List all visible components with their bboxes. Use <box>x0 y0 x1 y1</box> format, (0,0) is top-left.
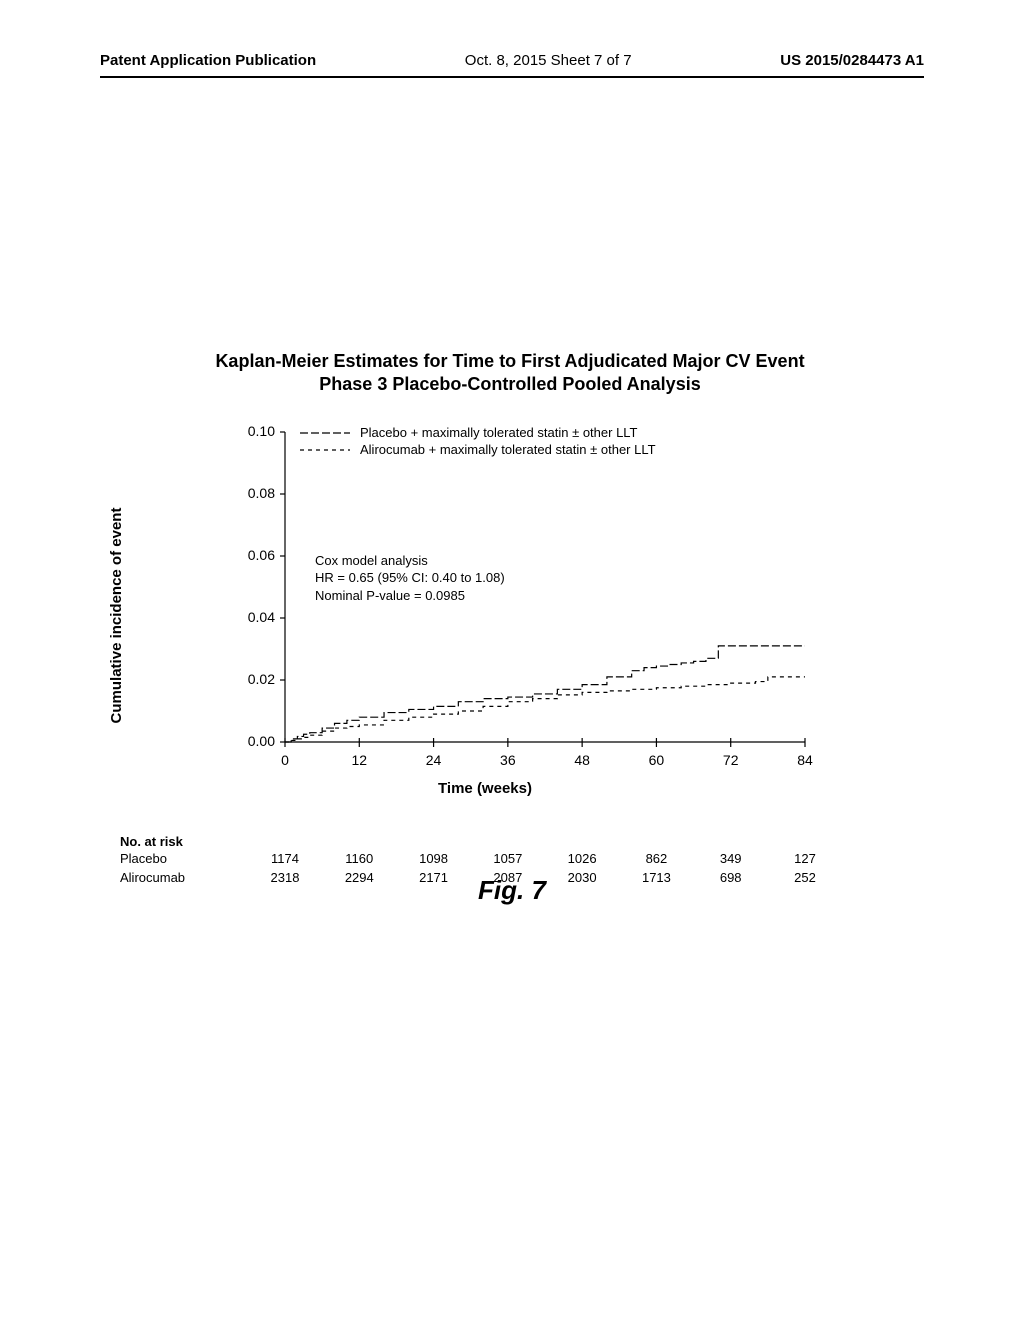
legend-line-placebo <box>300 432 350 433</box>
legend-label-alirocumab: Alirocumab + maximally tolerated statin … <box>360 442 656 457</box>
legend-line-alirocumab <box>300 449 350 450</box>
x-tick-label: 36 <box>500 752 516 768</box>
x-tick-label: 24 <box>426 752 442 768</box>
annotation-line2: HR = 0.65 (95% CI: 0.40 to 1.08) <box>315 569 505 587</box>
y-tick-label: 0.08 <box>235 485 275 501</box>
risk-cell: 1026 <box>568 851 597 866</box>
header-center: Oct. 8, 2015 Sheet 7 of 7 <box>465 52 632 69</box>
risk-cell: 1160 <box>345 851 373 866</box>
x-axis-label: Time (weeks) <box>205 780 765 797</box>
chart-title-line2: Phase 3 Placebo-Controlled Pooled Analys… <box>319 374 700 394</box>
y-tick-label: 0.02 <box>235 671 275 687</box>
km-plot <box>205 422 825 752</box>
chart-title-line1: Kaplan-Meier Estimates for Time to First… <box>215 351 804 371</box>
y-tick-label: 0.00 <box>235 733 275 749</box>
figure-label: Fig. 7 <box>0 875 1024 906</box>
x-tick-label: 72 <box>723 752 739 768</box>
x-tick-label: 48 <box>574 752 590 768</box>
y-tick-label: 0.06 <box>235 547 275 563</box>
plot-container: Cumulative incidence of event 0.000.020.… <box>150 422 870 782</box>
legend-row-placebo: Placebo + maximally tolerated statin ± o… <box>300 425 656 440</box>
header-left: Patent Application Publication <box>100 52 316 69</box>
legend-row-alirocumab: Alirocumab + maximally tolerated statin … <box>300 442 656 457</box>
header-divider <box>100 76 924 78</box>
header-right: US 2015/0284473 A1 <box>780 52 924 69</box>
x-tick-label: 0 <box>281 752 289 768</box>
risk-cell: 349 <box>720 851 742 866</box>
risk-row-label: Placebo <box>120 851 230 869</box>
y-tick-label: 0.10 <box>235 423 275 439</box>
annotation-line3: Nominal P-value = 0.0985 <box>315 587 505 605</box>
risk-cell: 862 <box>646 851 668 866</box>
risk-table-header: No. at risk <box>120 834 870 849</box>
y-tick-label: 0.04 <box>235 609 275 625</box>
series-alirocumab <box>285 677 805 742</box>
risk-cell: 127 <box>794 851 816 866</box>
risk-cell: 1098 <box>419 851 448 866</box>
legend: Placebo + maximally tolerated statin ± o… <box>300 425 656 459</box>
x-tick-label: 84 <box>797 752 813 768</box>
series-placebo <box>285 646 805 742</box>
chart-area: Kaplan-Meier Estimates for Time to First… <box>150 350 870 782</box>
legend-label-placebo: Placebo + maximally tolerated statin ± o… <box>360 425 638 440</box>
y-axis-label: Cumulative incidence of event <box>108 507 125 723</box>
cox-annotation: Cox model analysis HR = 0.65 (95% CI: 0.… <box>315 552 505 605</box>
chart-title: Kaplan-Meier Estimates for Time to First… <box>150 350 870 397</box>
x-tick-label: 12 <box>351 752 367 768</box>
risk-cell: 1174 <box>271 851 299 866</box>
risk-cell: 1057 <box>493 851 522 866</box>
risk-row: Placebo 1174 1160 1098 1057 1026 862 349 127 <box>120 851 870 869</box>
x-tick-label: 60 <box>649 752 665 768</box>
page-header: Patent Application Publication Oct. 8, 2… <box>0 52 1024 69</box>
annotation-line1: Cox model analysis <box>315 552 505 570</box>
